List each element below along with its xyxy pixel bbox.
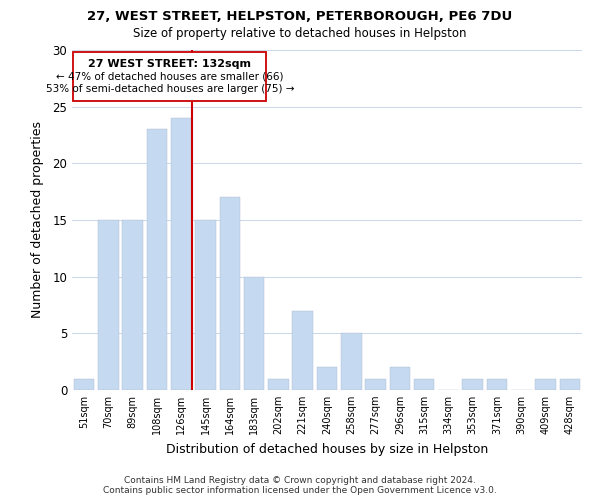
Bar [341,334,362,390]
Bar [365,378,386,390]
Text: Contains public sector information licensed under the Open Government Licence v3: Contains public sector information licen… [103,486,497,495]
Bar [74,378,94,390]
Text: ← 47% of detached houses are smaller (66): ← 47% of detached houses are smaller (66… [56,72,284,82]
Text: Contains HM Land Registry data © Crown copyright and database right 2024.: Contains HM Land Registry data © Crown c… [124,476,476,485]
Bar [560,378,580,390]
Bar [487,378,508,390]
Y-axis label: Number of detached properties: Number of detached properties [31,122,44,318]
Bar [98,220,119,390]
Text: Size of property relative to detached houses in Helpston: Size of property relative to detached ho… [133,28,467,40]
Bar [220,198,240,390]
Bar [414,378,434,390]
Text: 27 WEST STREET: 132sqm: 27 WEST STREET: 132sqm [88,59,251,69]
FancyBboxPatch shape [73,52,266,101]
Bar [535,378,556,390]
Bar [292,310,313,390]
X-axis label: Distribution of detached houses by size in Helpston: Distribution of detached houses by size … [166,442,488,456]
Text: 27, WEST STREET, HELPSTON, PETERBOROUGH, PE6 7DU: 27, WEST STREET, HELPSTON, PETERBOROUGH,… [88,10,512,23]
Bar [146,130,167,390]
Bar [244,276,265,390]
Bar [317,368,337,390]
Bar [268,378,289,390]
Text: 53% of semi-detached houses are larger (75) →: 53% of semi-detached houses are larger (… [46,84,294,94]
Bar [463,378,483,390]
Bar [389,368,410,390]
Bar [122,220,143,390]
Bar [195,220,216,390]
Bar [171,118,191,390]
